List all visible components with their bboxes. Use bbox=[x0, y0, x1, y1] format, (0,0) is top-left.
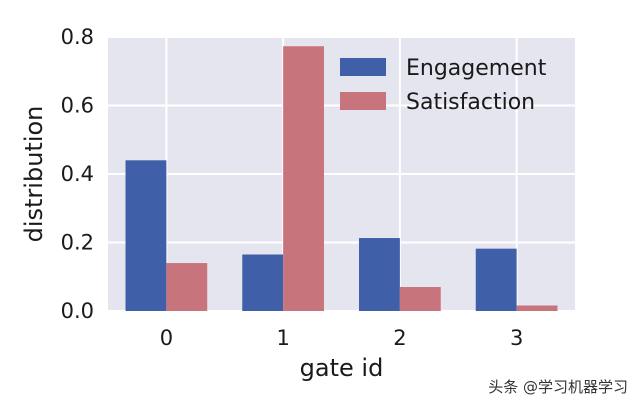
legend-label-engagement: Engagement bbox=[406, 56, 547, 81]
legend-swatch-satisfaction bbox=[340, 92, 386, 110]
y-tick-label: 0.8 bbox=[61, 25, 94, 49]
bar-satisfaction-3 bbox=[516, 305, 558, 311]
legend-label-satisfaction: Satisfaction bbox=[406, 90, 535, 115]
y-tick-label: 0.4 bbox=[61, 162, 94, 186]
x-axis-label: gate id bbox=[300, 354, 384, 382]
y-axis-label: distribution bbox=[20, 106, 48, 243]
bar-engagement-1 bbox=[242, 254, 284, 311]
legend-swatch-engagement bbox=[340, 58, 386, 76]
legend: Engagement Satisfaction bbox=[340, 56, 547, 115]
x-tick-label: 2 bbox=[393, 326, 406, 350]
bar-engagement-0 bbox=[125, 160, 167, 311]
bar-engagement-3 bbox=[475, 248, 517, 311]
y-tick-label: 0.2 bbox=[61, 231, 94, 255]
bar-satisfaction-2 bbox=[399, 287, 441, 311]
x-tick-label: 0 bbox=[160, 326, 173, 350]
x-tick-labels: 0 1 2 3 bbox=[160, 326, 524, 350]
y-tick-label: 0.6 bbox=[61, 94, 94, 118]
x-tick-label: 3 bbox=[510, 326, 523, 350]
bar-engagement-2 bbox=[359, 238, 400, 311]
y-tick-label: 0.0 bbox=[61, 299, 94, 323]
bar-satisfaction-0 bbox=[166, 263, 208, 311]
bars bbox=[125, 46, 558, 312]
bar-satisfaction-1 bbox=[283, 46, 324, 312]
y-tick-labels: 0.0 0.2 0.4 0.6 0.8 bbox=[61, 25, 94, 323]
watermark: 头条 @学习机器学习 bbox=[488, 378, 628, 396]
x-tick-label: 1 bbox=[276, 326, 289, 350]
